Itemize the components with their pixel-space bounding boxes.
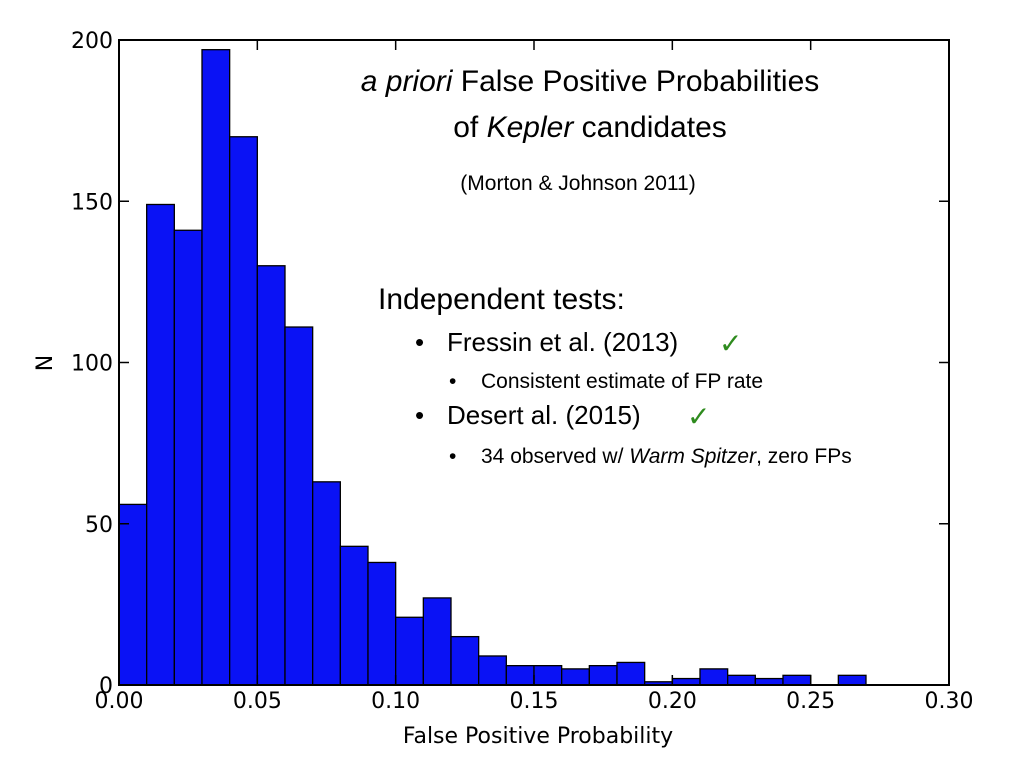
bar bbox=[616, 661, 646, 686]
bullet-fressin: • bbox=[415, 327, 424, 357]
sub-item-fressin: Consistent estimate of FP rate bbox=[481, 370, 763, 393]
x-tick-label: 0.15 bbox=[510, 689, 559, 714]
x-tick-label: 0.20 bbox=[648, 689, 697, 714]
bar bbox=[782, 674, 812, 686]
x-axis-label: False Positive Probability bbox=[403, 724, 673, 749]
check-icon: ✓ bbox=[719, 327, 742, 360]
chart-title-line1: a priori False Positive Probabilities bbox=[361, 65, 820, 98]
title-italic-a-priori: a priori bbox=[361, 65, 454, 98]
bar bbox=[256, 265, 286, 686]
chart-title-line2: of Kepler candidates bbox=[453, 111, 727, 144]
bar bbox=[367, 561, 397, 686]
bar bbox=[533, 665, 563, 686]
sub-bullet-fressin: • bbox=[449, 370, 456, 393]
bar bbox=[284, 326, 314, 686]
bar bbox=[229, 136, 258, 686]
y-tick-label: 200 bbox=[71, 29, 113, 54]
bar bbox=[450, 635, 480, 686]
tick-labels-group: 0.00 0.05 0.10 0.15 0.20 0.25 0.30 0 50 100 150 200 bbox=[71, 29, 973, 714]
x-tick-label: 0.00 bbox=[95, 689, 144, 714]
bar bbox=[339, 545, 369, 686]
bar bbox=[727, 674, 756, 686]
bar bbox=[201, 49, 231, 686]
item-fressin: Fressin et al. (2013) bbox=[447, 327, 678, 357]
citation: (Morton & Johnson 2011) bbox=[460, 172, 695, 195]
sub-desert-post: , zero FPs bbox=[756, 445, 852, 468]
bar bbox=[588, 665, 618, 686]
tests-heading: Independent tests: bbox=[378, 283, 625, 316]
y-tick-label: 0 bbox=[99, 674, 113, 699]
sub-desert-italic: Warm Spitzer bbox=[629, 445, 757, 468]
bar bbox=[312, 481, 341, 686]
title-line2-pre: of bbox=[453, 111, 486, 144]
y-tick-label: 50 bbox=[85, 513, 113, 538]
bar bbox=[395, 616, 424, 686]
bar bbox=[699, 668, 729, 686]
y-tick-label: 100 bbox=[71, 352, 113, 377]
check-icon: ✓ bbox=[687, 400, 710, 433]
bar bbox=[422, 597, 452, 686]
bar bbox=[118, 503, 148, 686]
sub-desert-pre: 34 observed w/ bbox=[481, 445, 629, 468]
y-tick-label: 150 bbox=[71, 190, 113, 215]
ticks-group bbox=[118, 39, 950, 686]
x-tick-label: 0.10 bbox=[371, 689, 420, 714]
title-line2-post: candidates bbox=[573, 111, 726, 144]
bar bbox=[146, 203, 175, 686]
y-axis-label: N bbox=[33, 355, 58, 371]
bar bbox=[837, 674, 867, 686]
sub-item-desert: 34 observed w/ Warm Spitzer, zero FPs bbox=[481, 445, 852, 468]
title-italic-kepler: Kepler bbox=[487, 111, 575, 144]
bar bbox=[505, 665, 535, 686]
bar bbox=[561, 668, 590, 686]
title-line1-rest: False Positive Probabilities bbox=[452, 65, 819, 98]
bullet-desert: • bbox=[415, 400, 424, 430]
item-desert: Desert al. (2015) bbox=[447, 400, 641, 430]
bars-group bbox=[118, 49, 867, 686]
x-tick-label: 0.30 bbox=[925, 689, 974, 714]
bar bbox=[478, 655, 507, 686]
sub-bullet-desert: • bbox=[449, 445, 456, 468]
x-tick-label: 0.05 bbox=[233, 689, 282, 714]
x-tick-label: 0.25 bbox=[786, 689, 835, 714]
bar bbox=[173, 229, 203, 686]
